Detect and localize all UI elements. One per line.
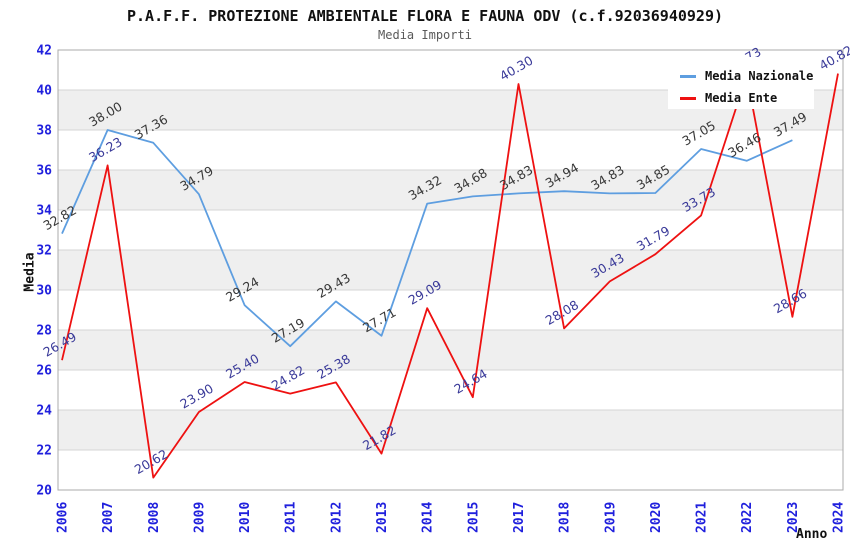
x-tick-label: 2010 xyxy=(238,502,253,533)
media-nazionale-line-swatch xyxy=(680,74,696,78)
y-tick-label: 38 xyxy=(36,124,52,139)
legend-item-media-nazionale: Media Nazionale xyxy=(680,65,814,87)
legend-item-media-ente: Media Ente xyxy=(680,87,814,109)
x-tick-label: 2011 xyxy=(284,502,299,533)
y-tick-label: 40 xyxy=(36,84,52,99)
chart-subtitle: Media Importi xyxy=(378,28,472,42)
x-axis-title: Anno xyxy=(796,527,828,542)
plot-band xyxy=(58,330,843,370)
x-tick-label: 2021 xyxy=(695,502,710,533)
y-tick-label: 26 xyxy=(36,364,52,379)
series-line-media-ente xyxy=(61,73,839,479)
y-tick-label: 42 xyxy=(36,44,52,59)
plot-band xyxy=(58,210,843,250)
y-tick-label: 32 xyxy=(36,244,52,259)
series-line-media-nazionale xyxy=(61,129,793,348)
plot-band xyxy=(58,410,843,450)
y-tick-label: 36 xyxy=(36,164,52,179)
legend-label-media-nazionale: Media Nazionale xyxy=(705,69,814,83)
x-tick-label: 2014 xyxy=(421,502,436,533)
x-tick-label: 2018 xyxy=(558,502,573,533)
y-tick-label: 22 xyxy=(36,444,52,459)
plot-band xyxy=(58,130,843,170)
x-tick-label: 2024 xyxy=(832,502,847,533)
x-tick-label: 2009 xyxy=(192,502,207,533)
x-tick-label: 2007 xyxy=(101,502,116,533)
y-tick-label: 24 xyxy=(36,404,52,419)
plot-band xyxy=(58,370,843,410)
x-tick-label: 2019 xyxy=(603,502,618,533)
chart-title: P.A.F.F. PROTEZIONE AMBIENTALE FLORA E F… xyxy=(126,7,724,25)
x-tick-label: 2017 xyxy=(512,502,527,533)
y-tick-label: 34 xyxy=(36,204,52,219)
plot-band xyxy=(58,290,843,330)
x-tick-label: 2022 xyxy=(740,502,755,533)
y-axis-title: Media xyxy=(22,252,38,292)
x-tick-label: 2023 xyxy=(786,502,801,533)
legend: Media Nazionale Media Ente xyxy=(668,57,814,109)
x-tick-label: 2020 xyxy=(649,502,664,533)
y-tick-label: 28 xyxy=(36,324,52,339)
x-tick-label: 2012 xyxy=(329,502,344,533)
plot-band xyxy=(58,450,843,490)
media-ente-line-swatch xyxy=(680,96,696,100)
plot-band xyxy=(58,250,843,290)
x-tick-label: 2008 xyxy=(147,502,162,533)
x-tick-label: 2006 xyxy=(56,502,71,533)
x-tick-label: 2013 xyxy=(375,502,390,533)
y-tick-label: 30 xyxy=(36,284,52,299)
plot-band xyxy=(58,170,843,210)
y-tick-label: 20 xyxy=(36,484,52,499)
x-tick-label: 2015 xyxy=(466,502,481,533)
legend-label-media-ente: Media Ente xyxy=(705,91,778,105)
plot-border xyxy=(57,49,844,491)
